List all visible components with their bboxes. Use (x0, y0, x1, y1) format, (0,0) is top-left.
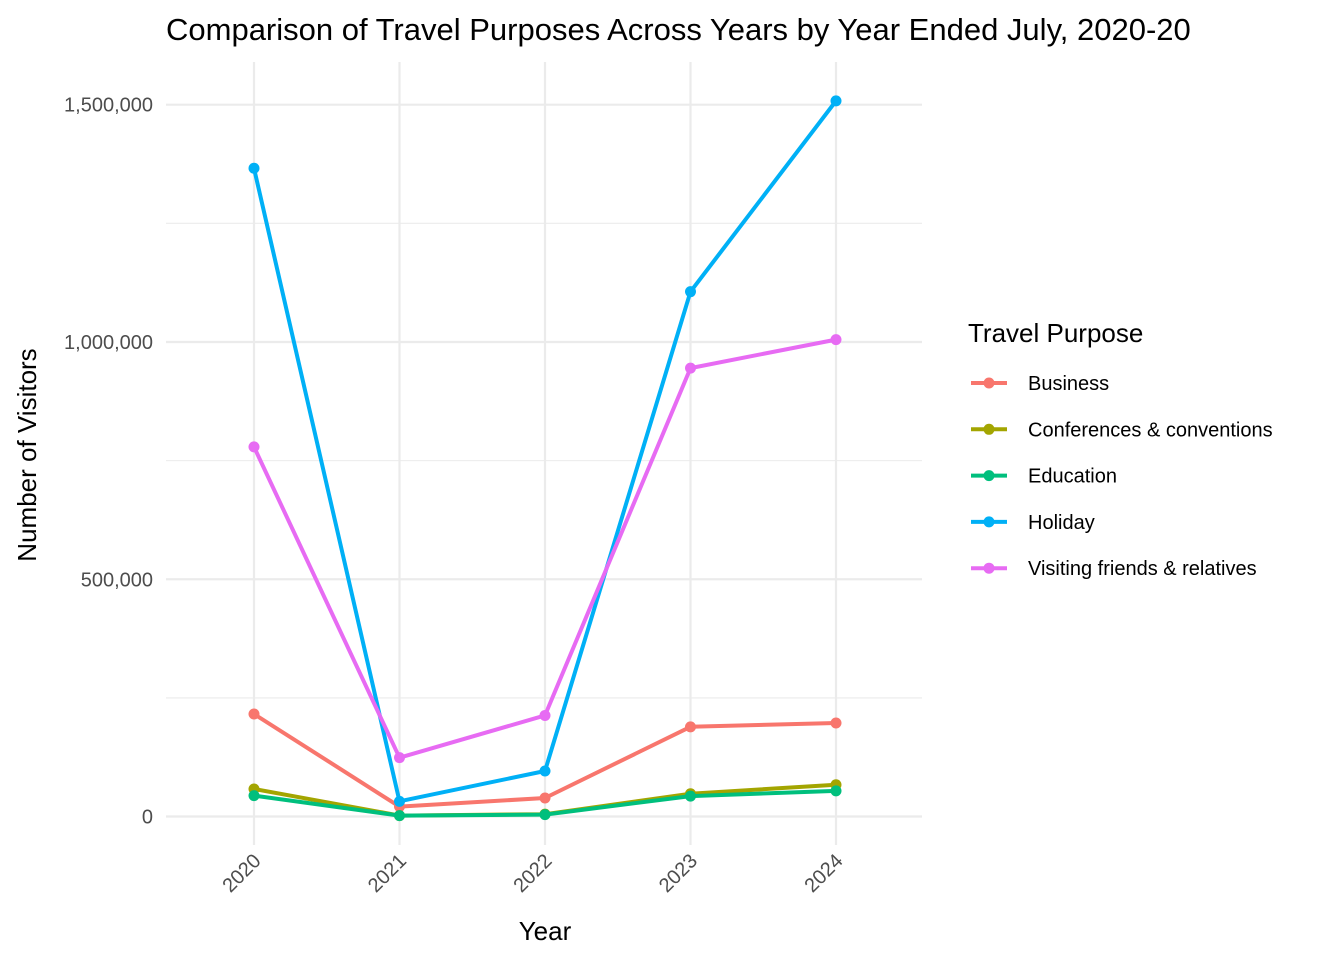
legend: Travel Purpose Business Conferences & con… (968, 318, 1273, 580)
data-point (830, 717, 842, 729)
data-point (830, 785, 842, 797)
data-point (539, 709, 551, 721)
legend-label: Business (1028, 373, 1109, 395)
x-axis-ticks: 2020 2021 2022 2023 2024 (219, 850, 848, 897)
legend-item: Conferences & conventions (971, 419, 1273, 441)
legend-key-point (983, 516, 995, 528)
y-axis-ticks: 0 500,000 1,000,000 1,500,000 (64, 95, 153, 829)
data-point (248, 790, 260, 802)
legend-item: Education (971, 466, 1117, 488)
data-point (394, 795, 405, 807)
data-point (685, 362, 696, 374)
y-tick-label: 0 (142, 807, 153, 829)
legend-key-point (983, 423, 995, 435)
legend-item: Holiday (971, 512, 1095, 534)
series-business (248, 708, 842, 813)
grid (166, 62, 922, 845)
chart-title: Comparison of Travel Purposes Across Yea… (166, 12, 1191, 47)
data-point (248, 441, 260, 453)
legend-key-point (983, 377, 995, 389)
legend-item: Business (971, 373, 1109, 395)
data-point (685, 286, 696, 298)
data-point (248, 162, 260, 174)
y-tick-label: 1,000,000 (64, 332, 153, 354)
series-holiday (248, 95, 842, 807)
data-point (394, 752, 405, 764)
legend-label: Visiting friends & relatives (1028, 558, 1257, 580)
legend-label: Holiday (1028, 512, 1095, 534)
legend-label: Education (1028, 466, 1117, 488)
x-tick-label: 2021 (364, 850, 411, 897)
y-axis-title: Number of Visitors (12, 348, 42, 561)
data-point (539, 792, 551, 804)
data-point (539, 809, 551, 821)
legend-title: Travel Purpose (968, 318, 1143, 348)
x-tick-label: 2023 (655, 850, 702, 897)
data-point (394, 810, 405, 822)
legend-key-point (983, 562, 995, 574)
x-tick-label: 2022 (510, 850, 557, 897)
series-group (248, 95, 842, 822)
data-point (685, 790, 696, 802)
data-point (539, 765, 551, 777)
data-point (830, 95, 842, 107)
data-point (830, 334, 842, 346)
series-visiting-friends-relatives (248, 334, 842, 764)
x-axis-title: Year (519, 916, 572, 946)
data-point (248, 708, 260, 720)
legend-key-point (983, 470, 995, 482)
x-tick-label: 2024 (801, 850, 848, 897)
legend-item: Visiting friends & relatives (971, 558, 1257, 580)
series-education (248, 785, 842, 822)
data-point (685, 721, 696, 733)
legend-label: Conferences & conventions (1028, 419, 1273, 441)
x-tick-label: 2020 (219, 850, 266, 897)
y-tick-label: 1,500,000 (64, 95, 153, 117)
y-tick-label: 500,000 (81, 569, 153, 591)
